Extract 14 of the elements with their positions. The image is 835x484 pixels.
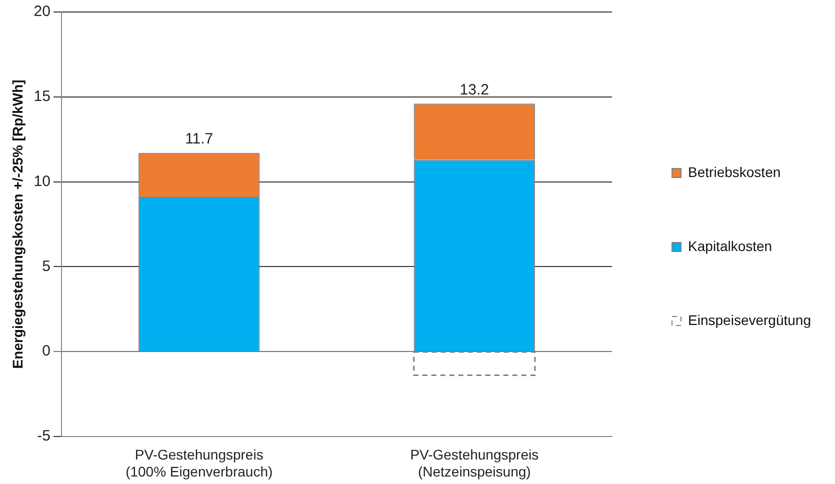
x-tick-label: PV-Gestehungspreis (100% Eigenverbrauch) (126, 446, 273, 480)
y-tick-label: 10 (34, 172, 50, 190)
legend-label: Betriebskosten (688, 164, 781, 180)
x-tick-label: PV-Gestehungspreis (Netzeinspeisung) (410, 446, 539, 480)
legend-label: Einspeisevergütung (688, 312, 812, 328)
y-tick-label: 20 (34, 3, 50, 20)
total-label: 13.2 (460, 81, 489, 98)
total-label: 11.7 (185, 130, 214, 148)
y-tick-label: 15 (34, 88, 50, 106)
y-tick-label: 0 (42, 342, 50, 360)
y-tick-label: -5 (37, 428, 50, 445)
y-axis-title: Energiegestehungskosten +/-25% [Rp/kWh] (9, 80, 26, 369)
y-tick-label: 5 (42, 258, 50, 275)
legend-label: Kapitalkosten (688, 238, 772, 254)
